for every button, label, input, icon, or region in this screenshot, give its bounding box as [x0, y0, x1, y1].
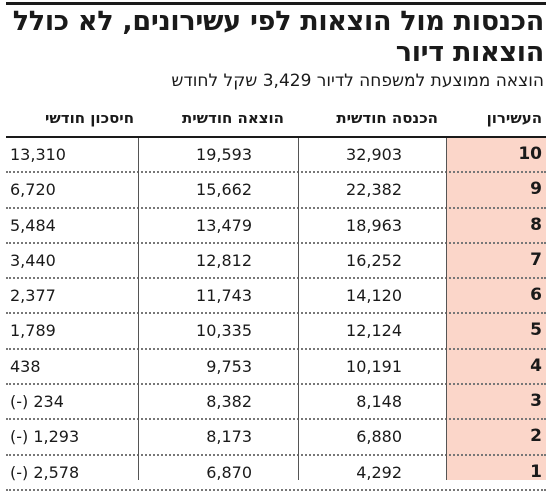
expense-cell: 6,870 — [206, 462, 252, 482]
decile-cell: 1 — [530, 461, 542, 482]
savings-cell: 2,377 — [10, 286, 56, 306]
header-expense: הוצאה חודשית — [181, 109, 284, 127]
header-decile: העשירון — [486, 109, 542, 127]
header-savings: חיסכון חודשי — [45, 109, 134, 127]
savings-cell: (-) 2,578 — [10, 462, 80, 482]
decile-cell: 9 — [530, 179, 542, 200]
expense-cell: 12,812 — [196, 250, 252, 270]
table-body: 10 32,903 19,593 13,310 9 22,382 15,662 6,720 8 1… — [6, 138, 546, 491]
income-cell: 12,124 — [346, 321, 402, 341]
income-cell: 16,252 — [346, 250, 402, 270]
savings-cell: 5,484 — [10, 215, 56, 235]
income-cell: 8,148 — [356, 392, 402, 412]
table-row: 3 8,148 8,382 (-) 234 — [6, 385, 546, 421]
table-row: 9 22,382 15,662 6,720 — [6, 173, 546, 209]
column-divider — [138, 138, 139, 480]
savings-cell: (-) 234 — [10, 392, 64, 412]
expense-cell: 8,173 — [206, 427, 252, 447]
table-row: 10 32,903 19,593 13,310 — [6, 138, 546, 174]
table-row: 5 12,124 10,335 1,789 — [6, 314, 546, 350]
table-row: 7 16,252 12,812 3,440 — [6, 244, 546, 280]
decile-cell: 2 — [530, 426, 542, 447]
income-cell: 22,382 — [346, 180, 402, 200]
table-header: העשירון הכנסה חודשית הוצאה חודשית חיסכון… — [6, 100, 546, 136]
table-row: 8 18,963 13,479 5,484 — [6, 209, 546, 244]
chart-subtitle: הוצאה ממוצעת למשפחה לדיור 3,429 שקל לחוד… — [171, 71, 544, 91]
expense-cell: 19,593 — [196, 145, 252, 164]
savings-cell: 1,789 — [10, 321, 56, 341]
savings-cell: 6,720 — [10, 180, 56, 200]
expense-cell: 11,743 — [196, 286, 252, 306]
column-divider — [298, 138, 299, 480]
table-row: 2 6,880 8,173 (-) 1,293 — [6, 420, 546, 456]
expense-cell: 10,335 — [196, 321, 252, 341]
decile-cell: 4 — [530, 355, 542, 376]
expense-cell: 9,753 — [206, 356, 252, 376]
decile-cell: 3 — [530, 391, 542, 412]
savings-cell: 13,310 — [10, 145, 66, 164]
header-rule — [6, 136, 546, 138]
decile-cell: 5 — [530, 320, 542, 341]
chart-title: הכנסות מול הוצאות לפי עשירונים, לא כולל … — [12, 6, 545, 68]
table-row: 6 14,120 11,743 2,377 — [6, 279, 546, 315]
decile-column-highlight — [446, 138, 546, 480]
table-row: 1 4,292 6,870 (-) 2,578 — [6, 456, 546, 491]
decile-cell: 10 — [518, 144, 542, 164]
expense-cell: 15,662 — [196, 180, 252, 200]
expense-cell: 8,382 — [206, 392, 252, 412]
income-cell: 14,120 — [346, 286, 402, 306]
top-rule — [6, 2, 546, 5]
savings-cell: 438 — [10, 356, 41, 376]
decile-cell: 8 — [530, 214, 542, 235]
decile-cell: 6 — [530, 285, 542, 306]
savings-cell: (-) 1,293 — [10, 427, 80, 447]
income-cell: 4,292 — [356, 462, 402, 482]
savings-cell: 3,440 — [10, 250, 56, 270]
column-divider — [446, 138, 447, 480]
header-income: הכנסה חודשית — [336, 109, 438, 127]
income-cell: 10,191 — [346, 356, 402, 376]
income-cell: 6,880 — [356, 427, 402, 447]
income-cell: 18,963 — [346, 215, 402, 235]
table-row: 4 10,191 9,753 438 — [6, 350, 546, 386]
decile-cell: 7 — [530, 249, 542, 270]
income-cell: 32,903 — [346, 145, 402, 164]
expense-cell: 13,479 — [196, 215, 252, 235]
